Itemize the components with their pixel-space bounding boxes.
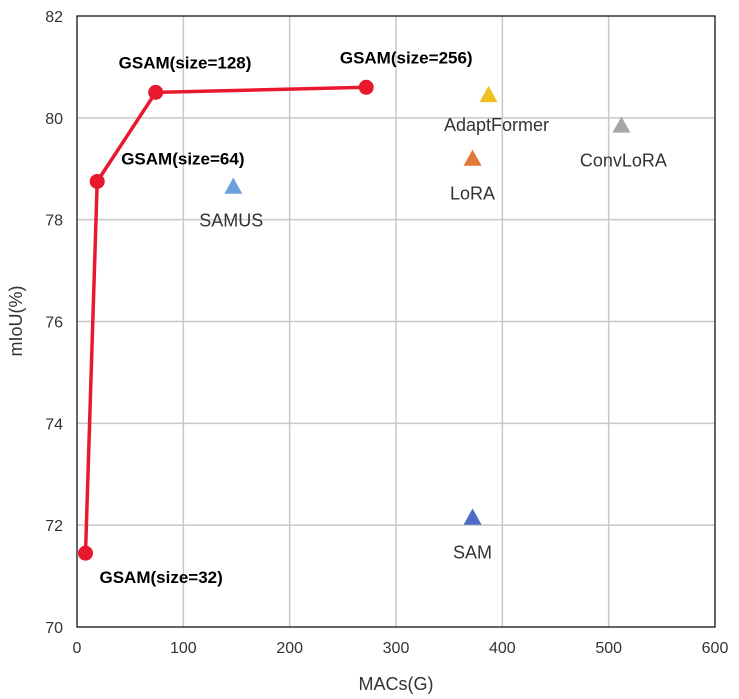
x-axis-ticks: 0 100 200 300 400 500 600 <box>73 640 729 657</box>
gsam-line <box>83 85 367 554</box>
y-tick-label: 74 <box>45 416 63 433</box>
baseline-point <box>224 177 243 194</box>
gsam-point-label: GSAM(size=64) <box>121 149 244 168</box>
x-tick-label: 500 <box>595 640 622 657</box>
y-axis-label: mIoU(%) <box>6 286 26 357</box>
baseline-point <box>463 149 482 166</box>
x-tick-label: 0 <box>73 640 82 657</box>
y-tick-label: 82 <box>45 9 63 26</box>
y-tick-label: 70 <box>45 620 63 637</box>
x-tick-label: 200 <box>276 640 303 657</box>
point-labels: GSAM(size=32) GSAM(size=64) GSAM(size=128)… <box>100 48 667 587</box>
y-tick-label: 72 <box>45 518 63 535</box>
baseline-point <box>463 508 482 525</box>
x-axis-label: MACs(G) <box>359 674 434 694</box>
x-tick-label: 400 <box>489 640 516 657</box>
x-tick-label: 100 <box>170 640 197 657</box>
y-tick-label: 76 <box>45 315 63 332</box>
gsam-point <box>89 173 105 189</box>
y-tick-label: 78 <box>45 213 63 230</box>
grid-lines <box>77 16 715 627</box>
gsam-point <box>78 545 94 561</box>
y-axis-ticks: 70 72 74 76 78 80 82 <box>45 9 63 637</box>
gsam-point <box>148 84 164 100</box>
baseline-point-label: SAM <box>453 543 492 563</box>
y-tick-label: 80 <box>45 111 63 128</box>
baseline-point <box>612 116 631 133</box>
gsam-point-label: GSAM(size=128) <box>119 53 252 72</box>
baseline-point-label: AdaptFormer <box>444 115 549 135</box>
gsam-point-label: GSAM(size=32) <box>100 568 223 587</box>
gsam-point-label: GSAM(size=256) <box>340 48 473 67</box>
gsam-point <box>358 79 374 95</box>
baseline-series <box>224 85 631 525</box>
baseline-point <box>479 85 498 103</box>
gsam-series <box>78 79 374 561</box>
baseline-point-label: LoRA <box>450 184 495 204</box>
plot-area-border <box>76 15 716 628</box>
x-tick-label: 300 <box>383 640 410 657</box>
baseline-point-label: ConvLoRA <box>580 150 667 170</box>
baseline-point-label: SAMUS <box>199 211 263 231</box>
x-tick-label: 600 <box>702 640 729 657</box>
